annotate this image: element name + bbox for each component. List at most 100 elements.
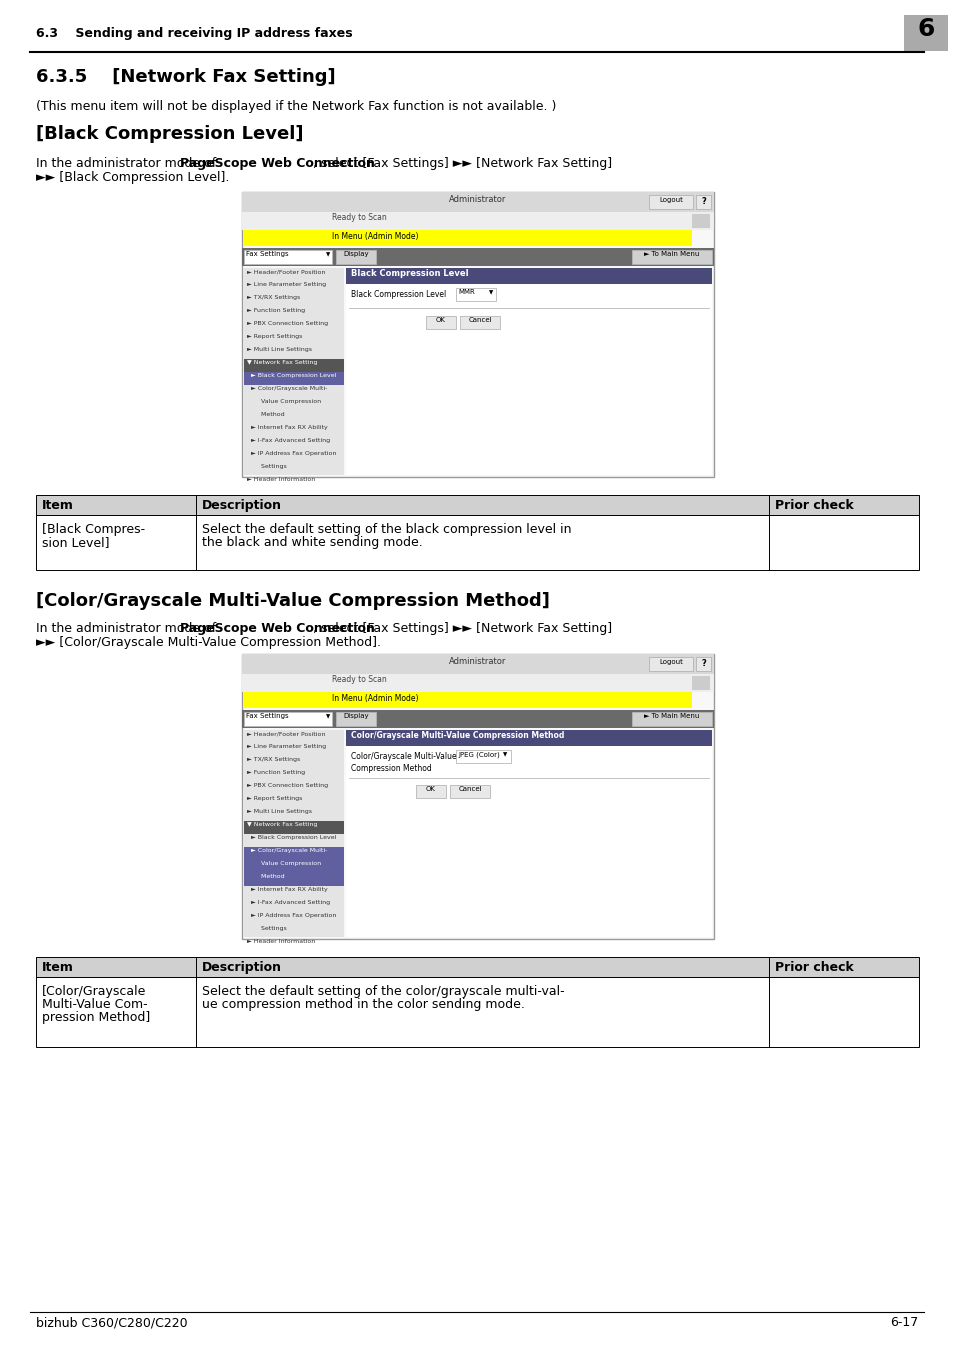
Bar [242,212,713,230]
Bar [346,269,711,475]
Text: ► PBX Connection Setting: ► PBX Connection Setting [247,321,328,325]
Text: Display: Display [343,251,369,256]
Text: [Black Compres-: [Black Compres- [42,522,145,536]
Text: ?: ? [700,659,705,668]
Text: Method: Method [247,873,284,879]
Text: ► IP Address Fax Operation: ► IP Address Fax Operation [247,913,336,918]
Bar [242,710,713,728]
Text: Color/Grayscale Multi-Value Compression Method: Color/Grayscale Multi-Value Compression … [351,730,564,740]
Text: ue compression method in the color sending mode.: ue compression method in the color sendi… [202,998,524,1011]
Text: ► To Main Menu: ► To Main Menu [643,251,699,256]
Text: ▼ Network Fax Setting: ▼ Network Fax Setting [247,360,317,365]
Text: [Color/Grayscale: [Color/Grayscale [42,986,146,998]
Text: ► Report Settings: ► Report Settings [247,333,302,339]
Text: Administrator: Administrator [449,657,506,666]
Text: Prior check: Prior check [774,500,853,512]
Text: Prior check: Prior check [774,961,853,973]
Text: ► Color/Grayscale Multi-: ► Color/Grayscale Multi- [247,386,327,391]
Text: ► Function Setting: ► Function Setting [247,308,305,313]
Bar [36,495,918,514]
Text: ► TX/RX Settings: ► TX/RX Settings [247,757,300,761]
Text: PageScope Web Connection: PageScope Web Connection [179,622,374,634]
Text: , select [Fax Settings] ►► [Network Fax Setting]: , select [Fax Settings] ►► [Network Fax … [313,157,611,170]
Bar [426,316,456,329]
Bar [335,711,375,726]
Text: [Black Compression Level]: [Black Compression Level] [36,126,303,143]
Text: In Menu (Admin Mode): In Menu (Admin Mode) [332,694,418,703]
Text: Item: Item [42,961,73,973]
Text: ▼: ▼ [489,290,493,296]
Text: ► Line Parameter Setting: ► Line Parameter Setting [247,282,326,288]
Text: Compression Method: Compression Method [351,764,432,774]
Text: Cancel: Cancel [457,786,481,792]
Bar [648,194,692,209]
Text: ▼ Network Fax Setting: ▼ Network Fax Setting [247,822,317,828]
Text: ▼: ▼ [326,252,330,256]
Text: ► Color/Grayscale Multi-: ► Color/Grayscale Multi- [247,848,327,853]
Text: ►► [Black Compression Level].: ►► [Black Compression Level]. [36,171,229,184]
Bar [36,957,918,977]
Text: ► TX/RX Settings: ► TX/RX Settings [247,296,300,300]
Bar [244,359,344,373]
Bar [450,784,490,798]
Text: Fax Settings: Fax Settings [246,251,289,256]
Text: Logout: Logout [659,659,682,666]
Text: ► Header/Footer Position: ► Header/Footer Position [247,730,325,736]
Bar [244,873,344,886]
Text: ► Multi Line Settings: ► Multi Line Settings [247,347,312,352]
Bar [242,192,713,477]
Text: Method: Method [247,412,284,417]
Bar [244,821,344,834]
Text: ► Multi Line Settings: ► Multi Line Settings [247,809,312,814]
Bar [696,657,710,671]
Text: , select [Fax Settings] ►► [Network Fax Setting]: , select [Fax Settings] ►► [Network Fax … [313,622,611,634]
Bar [244,730,344,937]
Text: ► Header/Footer Position: ► Header/Footer Position [247,269,325,274]
Text: In the administrator mode of: In the administrator mode of [36,157,220,170]
Bar [244,373,344,385]
Bar [416,784,446,798]
Text: Ready to Scan: Ready to Scan [332,213,386,221]
Text: Description: Description [202,961,282,973]
Bar [631,250,711,265]
Text: In Menu (Admin Mode): In Menu (Admin Mode) [332,232,418,242]
Bar [242,192,713,212]
Text: 6.3.5    [Network Fax Setting]: 6.3.5 [Network Fax Setting] [36,68,335,86]
Bar [346,730,711,937]
Bar [242,248,713,266]
Bar [36,514,918,570]
Text: ► Header Information: ► Header Information [247,940,314,944]
Text: ► Internet Fax RX Ability: ► Internet Fax RX Ability [247,887,328,892]
Text: ► Internet Fax RX Ability: ► Internet Fax RX Ability [247,425,328,431]
Text: 6: 6 [917,18,934,40]
Text: ► I-Fax Advanced Setting: ► I-Fax Advanced Setting [247,900,330,904]
Text: In the administrator mode of: In the administrator mode of [36,622,220,634]
Bar [242,653,713,674]
Text: JPEG (Color): JPEG (Color) [457,751,499,757]
Bar [244,250,332,265]
Bar [244,711,332,726]
Bar [648,657,692,671]
Text: Cancel: Cancel [468,317,492,323]
Text: ► Black Compression Level: ► Black Compression Level [247,836,336,840]
Bar [244,860,344,873]
Text: Select the default setting of the black compression level in: Select the default setting of the black … [202,522,571,536]
Bar [242,653,713,940]
Bar [244,230,691,246]
Text: Black Compression Level: Black Compression Level [351,269,468,278]
Text: ► Line Parameter Setting: ► Line Parameter Setting [247,744,326,749]
Bar [242,674,713,693]
Bar [346,269,711,284]
Text: MMR: MMR [457,289,475,296]
Text: Black Compression Level: Black Compression Level [351,290,446,298]
Text: ►► [Color/Grayscale Multi-Value Compression Method].: ►► [Color/Grayscale Multi-Value Compress… [36,636,380,649]
Text: ?: ? [700,197,705,207]
Text: ► IP Address Fax Operation: ► IP Address Fax Operation [247,451,336,456]
Text: 6.3    Sending and receiving IP address faxes: 6.3 Sending and receiving IP address fax… [36,27,353,40]
Bar [36,977,918,1048]
Text: Color/Grayscale Multi-Value: Color/Grayscale Multi-Value [351,752,456,761]
Text: Logout: Logout [659,197,682,202]
Text: 6-17: 6-17 [889,1316,917,1328]
Bar [244,846,344,860]
Text: PageScope Web Connection: PageScope Web Connection [179,157,374,170]
